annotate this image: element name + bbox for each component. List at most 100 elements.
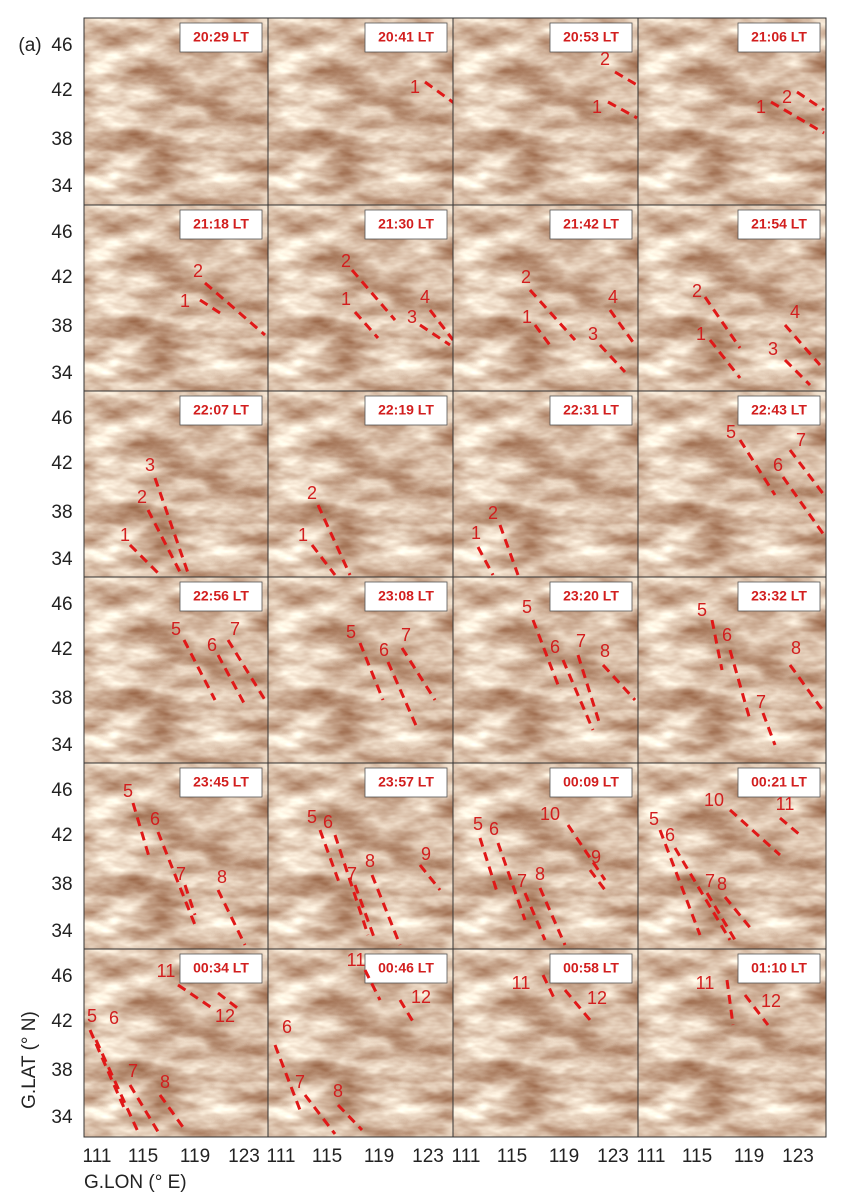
lat-tick-label: 38 bbox=[51, 1060, 72, 1081]
lat-tick-label: 34 bbox=[51, 735, 73, 756]
line-number: 2 bbox=[341, 251, 351, 271]
lat-tick-label: 34 bbox=[51, 363, 73, 384]
dashed-line bbox=[418, 864, 442, 891]
line-number: 2 bbox=[307, 483, 317, 503]
line-number: 8 bbox=[535, 864, 545, 884]
lon-tick-label: 111 bbox=[83, 1146, 112, 1167]
lat-tick-label: 34 bbox=[51, 1107, 73, 1128]
lat-tick-label: 34 bbox=[51, 176, 73, 197]
lon-tick-label: 115 bbox=[682, 1146, 712, 1167]
time-box bbox=[549, 953, 633, 984]
line-number: 7 bbox=[517, 871, 527, 891]
line-number: 3 bbox=[768, 339, 778, 359]
dashed-line bbox=[353, 884, 377, 941]
dashed-line bbox=[370, 874, 402, 946]
line-number: 2 bbox=[137, 487, 147, 507]
dashed-line bbox=[419, 323, 451, 347]
image-panel: 01:10 LT 11 12 bbox=[637, 948, 827, 1138]
lon-tick-label: 119 bbox=[734, 1146, 764, 1167]
dashed-line bbox=[783, 324, 822, 366]
lon-tick-label: 111 bbox=[267, 1146, 296, 1167]
dashed-line bbox=[779, 816, 801, 837]
dashed-line bbox=[728, 808, 782, 857]
lon-tick-label: 111 bbox=[637, 1146, 666, 1167]
figure-label: (a) bbox=[18, 35, 41, 56]
dashed-line bbox=[538, 887, 567, 946]
line-number: 7 bbox=[347, 864, 357, 884]
time-box bbox=[549, 767, 633, 798]
time-label: 00:21 LT bbox=[751, 774, 807, 790]
image-panel: 00:34 LT 11 12 5 6 7 8 bbox=[83, 948, 269, 1138]
image-panel: 21:54 LT 2 1 43 bbox=[637, 204, 827, 392]
line-number: 6 bbox=[207, 635, 217, 655]
lon-tick-label: 115 bbox=[128, 1146, 158, 1167]
line-number: 5 bbox=[522, 597, 532, 617]
dashed-line bbox=[128, 1084, 162, 1136]
dashed-line bbox=[614, 70, 638, 87]
dashed-line bbox=[350, 269, 397, 321]
line-number: 6 bbox=[489, 819, 499, 839]
time-box bbox=[179, 767, 263, 798]
lat-tick-label: 42 bbox=[51, 267, 72, 288]
dashed-line bbox=[728, 649, 752, 721]
line-number: 11 bbox=[157, 961, 176, 981]
time-box bbox=[179, 209, 263, 240]
time-label: 00:46 LT bbox=[378, 960, 434, 976]
lat-tick-label: 46 bbox=[51, 35, 72, 56]
time-label: 22:56 LT bbox=[193, 588, 249, 604]
line-number: 7 bbox=[295, 1072, 305, 1092]
line-number: 7 bbox=[401, 625, 411, 645]
dashed-line bbox=[428, 309, 455, 341]
line-number: 5 bbox=[473, 814, 483, 834]
line-number: 1 bbox=[471, 523, 481, 543]
lon-tick-label: 111 bbox=[452, 1146, 481, 1167]
lat-tick-label: 46 bbox=[51, 594, 72, 615]
line-number: 1 bbox=[522, 307, 532, 327]
line-number: 4 bbox=[420, 287, 430, 307]
line-number: 2 bbox=[600, 49, 610, 69]
dashed-line bbox=[398, 999, 417, 1026]
line-number: 8 bbox=[365, 851, 375, 871]
lat-tick-label: 42 bbox=[51, 1011, 72, 1032]
lat-tick-label: 42 bbox=[51, 639, 72, 660]
image-panel: 00:21 LT 56 10 11 7 8 bbox=[637, 762, 827, 950]
lat-tick-label: 38 bbox=[51, 129, 72, 150]
time-label: 21:06 LT bbox=[751, 29, 807, 45]
line-number: 5 bbox=[346, 622, 356, 642]
line-number: 6 bbox=[773, 455, 783, 475]
time-box bbox=[179, 581, 263, 612]
line-number: 1 bbox=[696, 324, 706, 344]
dashed-line bbox=[788, 449, 826, 496]
dashed-line bbox=[533, 324, 554, 349]
image-panel: 00:46 LT 11 12 6 7 8 bbox=[267, 948, 454, 1138]
line-number: 3 bbox=[145, 455, 155, 475]
dashed-line bbox=[496, 842, 527, 921]
line-number: 11 bbox=[696, 973, 715, 993]
line-number: 5 bbox=[123, 781, 133, 801]
lat-tick-label: 38 bbox=[51, 688, 72, 709]
dashed-line bbox=[226, 639, 267, 701]
time-box bbox=[737, 22, 821, 53]
time-box bbox=[364, 953, 448, 984]
line-number: 8 bbox=[717, 874, 727, 894]
dashed-line bbox=[183, 884, 197, 916]
line-number: 12 bbox=[587, 988, 607, 1008]
time-label: 23:20 LT bbox=[563, 588, 619, 604]
time-box bbox=[364, 581, 448, 612]
line-number: 6 bbox=[282, 1017, 292, 1037]
image-panel: 21:30 LT 2 1 43 bbox=[267, 204, 455, 392]
lon-tick-label: 123 bbox=[412, 1146, 444, 1167]
time-label: 00:58 LT bbox=[563, 960, 619, 976]
image-panel: 23:45 LT 56 7 8 bbox=[83, 762, 269, 950]
line-number: 1 bbox=[120, 525, 130, 545]
lon-tick-label: 123 bbox=[597, 1146, 629, 1167]
line-number: 10 bbox=[704, 790, 724, 810]
dashed-line bbox=[153, 477, 190, 574]
image-panel: 22:31 LT 21 bbox=[452, 390, 639, 578]
dashed-line bbox=[725, 979, 735, 1026]
line-number: 6 bbox=[665, 825, 675, 845]
dashed-line bbox=[541, 974, 557, 1001]
line-number: 2 bbox=[488, 503, 498, 523]
dashed-line bbox=[478, 837, 500, 896]
line-number: 12 bbox=[215, 1006, 235, 1026]
